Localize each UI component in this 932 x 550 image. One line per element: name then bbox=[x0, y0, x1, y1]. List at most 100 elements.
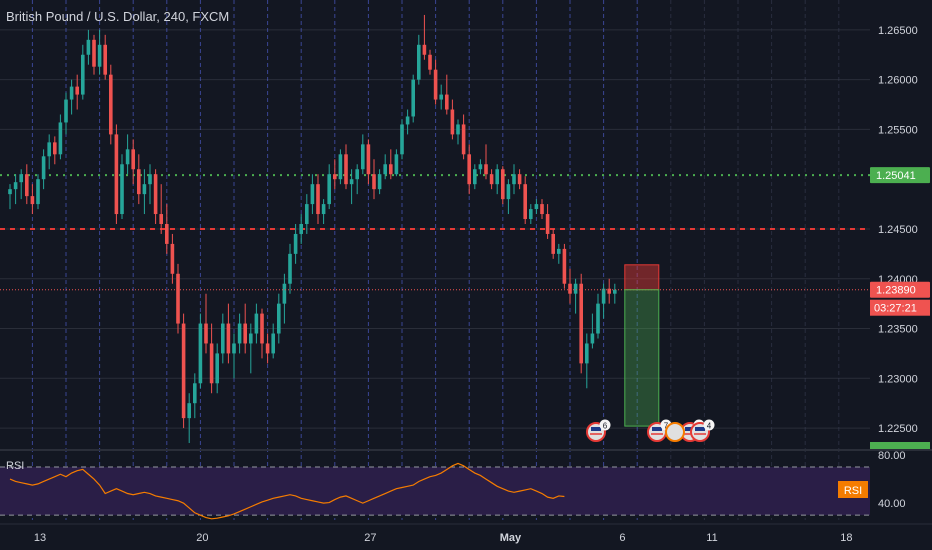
candle-body bbox=[47, 142, 51, 157]
candle bbox=[221, 313, 225, 364]
candle-body bbox=[461, 124, 466, 155]
price-axis: 1.265001.260001.255001.245001.240001.235… bbox=[878, 25, 918, 435]
candle-body bbox=[333, 174, 337, 180]
candle-body bbox=[249, 333, 253, 344]
candle-body bbox=[153, 174, 158, 215]
candle-body bbox=[495, 169, 499, 185]
candle bbox=[13, 174, 18, 205]
candle bbox=[159, 184, 163, 234]
time-tick-label: 18 bbox=[840, 532, 852, 544]
candle-body bbox=[400, 124, 404, 155]
event-count-badge bbox=[599, 419, 611, 431]
candle bbox=[557, 243, 561, 264]
candle bbox=[260, 308, 264, 359]
candle bbox=[148, 164, 152, 205]
price-tick-label: 1.23500 bbox=[878, 324, 918, 336]
flag-canton bbox=[695, 427, 705, 431]
candle-body bbox=[293, 233, 298, 254]
candle bbox=[355, 164, 359, 195]
candle-body bbox=[226, 323, 231, 354]
candle-body bbox=[439, 94, 443, 100]
candle-body bbox=[75, 86, 79, 95]
candle bbox=[8, 184, 12, 210]
candle-body bbox=[607, 288, 611, 294]
candle bbox=[187, 393, 191, 444]
candle bbox=[450, 99, 455, 140]
candles bbox=[8, 14, 617, 444]
candle-body bbox=[271, 333, 275, 354]
candle-body bbox=[19, 174, 23, 183]
candle bbox=[400, 119, 404, 160]
candle-body bbox=[193, 383, 197, 404]
candle bbox=[489, 169, 494, 190]
candle-body bbox=[478, 164, 483, 170]
candle-body bbox=[506, 184, 511, 200]
candle-body bbox=[305, 204, 309, 224]
candle-body bbox=[517, 174, 522, 185]
candle-body bbox=[394, 154, 399, 175]
candle bbox=[327, 164, 331, 210]
candle-body bbox=[344, 154, 348, 185]
candle bbox=[30, 184, 35, 215]
candle-body bbox=[13, 182, 18, 190]
candle bbox=[97, 29, 102, 75]
position-stop-zone bbox=[624, 264, 660, 291]
candle bbox=[277, 293, 281, 344]
candle-body bbox=[288, 253, 292, 284]
candle-body bbox=[25, 174, 29, 197]
candle bbox=[243, 303, 247, 354]
candle-body bbox=[512, 174, 516, 185]
candle bbox=[310, 174, 315, 215]
candle-body bbox=[338, 154, 343, 180]
candle-body bbox=[573, 283, 578, 294]
candle-body bbox=[142, 184, 147, 195]
candle-body bbox=[237, 323, 242, 344]
candle bbox=[517, 169, 522, 190]
candle bbox=[484, 144, 488, 180]
event-marker: 6 bbox=[586, 419, 611, 442]
candle bbox=[568, 268, 572, 304]
price-tick-label: 1.22500 bbox=[878, 423, 918, 435]
candle bbox=[131, 139, 135, 185]
candle-body bbox=[601, 288, 606, 304]
candle-body bbox=[411, 79, 415, 117]
candle-body bbox=[36, 179, 40, 205]
candle bbox=[25, 164, 29, 205]
candle-body bbox=[361, 144, 365, 170]
candle-body bbox=[114, 134, 119, 215]
price-tick-label: 1.26000 bbox=[878, 75, 918, 87]
countdown-tag-bg bbox=[870, 299, 930, 316]
flag-canton bbox=[685, 427, 695, 431]
candle bbox=[321, 199, 326, 224]
candle-body bbox=[501, 169, 505, 200]
rsi-band bbox=[0, 467, 870, 516]
candle-body bbox=[265, 343, 270, 354]
candle-body bbox=[198, 323, 203, 384]
candle-body bbox=[97, 44, 102, 67]
candle bbox=[551, 228, 555, 259]
candle bbox=[288, 243, 292, 294]
candle bbox=[215, 343, 219, 394]
candle-body bbox=[53, 142, 57, 155]
candle-body bbox=[327, 174, 331, 205]
candle bbox=[461, 114, 466, 160]
candle-body bbox=[366, 144, 371, 175]
candle-body bbox=[562, 248, 567, 284]
candle-body bbox=[215, 353, 219, 384]
candle-body bbox=[254, 313, 259, 334]
candle-body bbox=[372, 174, 376, 190]
candle bbox=[349, 169, 354, 205]
event-count-label: 4 bbox=[707, 422, 712, 431]
candle bbox=[249, 323, 253, 374]
candle-body bbox=[484, 164, 488, 175]
candle bbox=[41, 149, 46, 190]
candle-body bbox=[545, 214, 550, 234]
candle-body bbox=[596, 303, 600, 334]
candle bbox=[226, 303, 231, 364]
candle bbox=[506, 179, 511, 215]
candle bbox=[540, 199, 544, 220]
uk-flag-icon bbox=[665, 422, 685, 442]
candle bbox=[109, 64, 113, 145]
candle bbox=[545, 204, 550, 239]
